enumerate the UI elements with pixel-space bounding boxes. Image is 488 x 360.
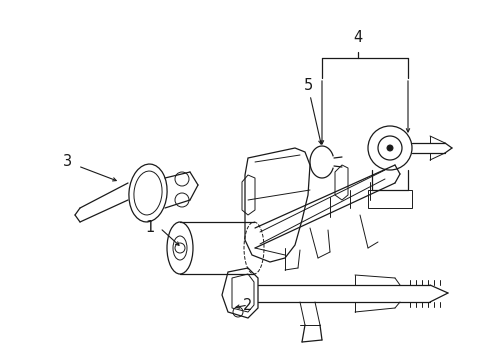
Circle shape: [386, 145, 392, 151]
Text: 2: 2: [243, 297, 252, 312]
Text: 5: 5: [303, 77, 312, 93]
Text: 3: 3: [63, 154, 72, 170]
Text: 4: 4: [353, 31, 362, 45]
Text: 1: 1: [145, 220, 154, 235]
Bar: [367, 190, 411, 208]
